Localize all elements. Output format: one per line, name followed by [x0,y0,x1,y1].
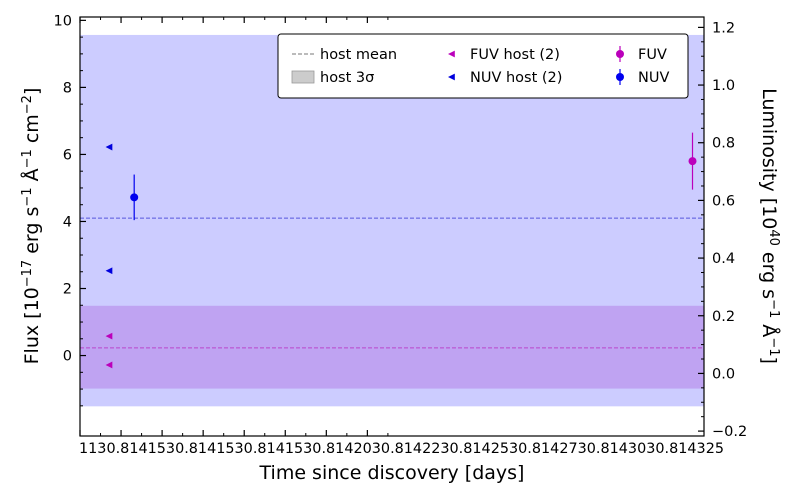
y2-tick-label-0-0: 0.0 [712,366,735,382]
y2-tick-label-0-2: 0.2 [712,309,735,325]
y2-axis-label: Luminosity [1040 erg s−1 Å−1] [758,88,781,364]
x-axis [79,17,389,436]
legend-nuv-host-2-label: NUV host (2) [470,70,562,86]
plot-frame [79,16,705,437]
legend-fuv-host-2-swatch [448,50,455,58]
data-points [105,132,697,369]
legend-fuv-host-2-label: FUV host (2) [470,47,560,63]
y-tick-label-4: 4 [63,214,72,230]
legend-host-mean-label: host mean [320,47,397,63]
y2-tick-label-0-2: −0.2 [712,424,747,440]
y2-tick-label-0-6: 0.6 [712,193,735,209]
y-tick-label-6: 6 [63,147,72,163]
legend-nuv-host-2-swatch [448,73,455,81]
legend-fuv-label: FUV [638,47,667,63]
y-tick-label-8: 8 [63,80,72,96]
legend-nuv-swatch [616,73,624,81]
legend-fuv-swatch [616,50,624,58]
y-tick-label-0: 0 [63,349,72,365]
x-tick-labels: 1130.8141530.8141530.8141530.8142030.814… [79,441,724,457]
y2-tick-label-1-2: 1.2 [712,20,735,36]
y2-tick-label-1-0: 1.0 [712,78,735,94]
fuv-point-0 [688,157,697,166]
y2-tick-label-0-8: 0.8 [712,136,735,152]
fuv-host-3-band [79,305,705,389]
y2-tick-label-0-4: 0.4 [712,251,735,267]
fuv-host-2-point-1 [105,361,113,369]
y-tick-label-10: 10 [54,13,72,29]
legend-nuv-label: NUV [638,70,669,86]
nuv-host-2-point-1 [105,267,113,275]
host-mean-lines [80,217,704,349]
legend: host mean FUV host (2) FUV host 3σ NUV host … [277,33,689,99]
y-axis-label: Flux [10−17 erg s−1 Å−1 cm−2] [20,88,43,365]
legend-host-3-label: host 3σ [320,70,374,86]
x-axis-label: Time since discovery [days] [259,462,525,484]
fuv-host-2-point-0 [105,332,113,340]
y-tick-label-2: 2 [63,282,72,298]
right-y-axis: −0.2 0.0 0.2 0.4 0.6 0.8 1.0 1.2 [698,20,747,440]
nuv-host-2-point-0 [105,143,113,151]
legend-host-3-swatch [291,70,315,84]
left-y-axis: 0 2 4 6 8 10 [54,13,86,407]
legend-box [277,33,689,99]
nuv-point-0 [130,193,139,202]
